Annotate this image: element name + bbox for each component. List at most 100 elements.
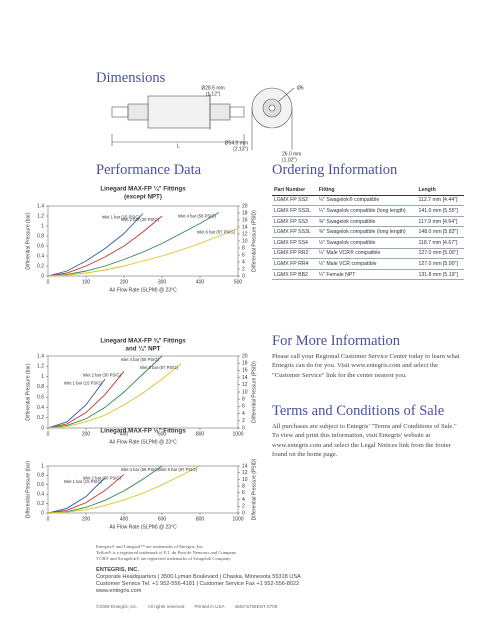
table-cell: 127.0 mm [5.00"] xyxy=(416,248,464,260)
company-line: www.entegris.com xyxy=(96,588,142,594)
x-tick-label: 500 xyxy=(234,279,243,285)
y2-tick-label: 6 xyxy=(242,404,245,410)
heading: Ordering Information xyxy=(272,162,398,178)
y2-axis-title: Differential Pressure (PSID) xyxy=(251,210,257,272)
table-cell: LGMX FP RR4 xyxy=(272,258,317,270)
table-cell: 127.0 mm [5.00"] xyxy=(416,258,464,270)
paragraph: Please call your Regional Customer Servi… xyxy=(272,353,460,379)
x-tick-label: 400 xyxy=(120,431,129,437)
x-tick-label: 100 xyxy=(82,279,91,285)
heading: Performance Data xyxy=(96,162,202,178)
footer-item: All rights reserved xyxy=(147,604,185,609)
y2-tick-label: 8 xyxy=(242,483,245,489)
x-axis-title: Air Flow Rate (SLPM) @ 23°C xyxy=(109,287,177,293)
y-tick-label: 0.8 xyxy=(37,473,44,479)
x-tick-label: 0 xyxy=(47,431,50,437)
series-line xyxy=(47,474,125,514)
footer-item: ©2009 Entegris, Inc. xyxy=(96,604,138,609)
x-tick-label: 600 xyxy=(158,516,167,522)
series-line xyxy=(47,215,163,277)
y-axis-title: Differential Pressure (bar) xyxy=(25,461,31,518)
x-tick-label: 400 xyxy=(196,279,205,285)
series-line xyxy=(47,213,144,277)
y2-tick-label: 6 xyxy=(242,252,245,258)
y2-tick-label: 16 xyxy=(242,217,248,223)
series-label: Inlet 1 bar (15 PSIG) xyxy=(64,479,103,484)
footer-item: Printed in USA xyxy=(194,604,225,609)
y-tick-label: 0.6 xyxy=(37,482,44,488)
x-tick-label: 200 xyxy=(120,279,129,285)
chart-subtitle: (except NPT) xyxy=(124,194,162,201)
y-tick-label: 1.4 xyxy=(37,353,44,359)
series-label: Inlet 6 bar (87 PSIG) xyxy=(140,365,179,370)
y-tick-label: 0.2 xyxy=(37,263,44,269)
y-tick-label: 1 xyxy=(41,374,44,380)
trademark-note: Teflon® is a registered trademark of E.I… xyxy=(96,550,238,555)
y-tick-label: 0.4 xyxy=(37,492,44,498)
company-line: Corporate Headquarters | 3500 Lyman Boul… xyxy=(96,574,301,580)
dimension-label: (2.13") xyxy=(233,146,248,152)
table-cell: LGMX FP SS2L xyxy=(272,205,317,217)
series-label: Inlet 6 bar (87 PSIG) xyxy=(197,230,236,235)
table-cell: LGMX FP RR2 xyxy=(272,248,317,260)
series-label: Inlet 4 bar (58 PSIG) xyxy=(121,467,160,472)
y2-tick-label: 2 xyxy=(242,504,245,510)
table-cell: ¼" Female NPT xyxy=(316,269,417,281)
column-header: Length xyxy=(416,185,464,196)
heading: Dimensions xyxy=(96,70,166,86)
table-row: LGMX FP RR2 ¼" Male VCR® compatible 127.0 … xyxy=(272,248,464,260)
company-line: Customer Service Tel. +1 952-556-4181 | … xyxy=(96,581,300,587)
y-tick-label: 0.2 xyxy=(37,501,44,507)
y2-tick-label: 8 xyxy=(242,397,245,403)
y2-tick-label: 10 xyxy=(242,477,248,483)
y2-tick-label: 2 xyxy=(242,266,245,272)
y2-tick-label: 0 xyxy=(242,425,245,431)
ordering-table: Part Number Fitting Length LGMX FP SS2 ¼" S… xyxy=(272,185,464,281)
y-tick-label: 0.2 xyxy=(37,415,44,421)
y2-tick-label: 4 xyxy=(242,497,245,503)
y2-tick-label: 14 xyxy=(242,224,248,230)
y2-tick-label: 14 xyxy=(242,463,248,469)
y2-tick-label: 12 xyxy=(242,470,248,476)
y2-tick-label: 2 xyxy=(242,418,245,424)
y-tick-label: 0.6 xyxy=(37,243,44,249)
table-cell: 118.7 mm [4.67"] xyxy=(416,237,464,249)
y2-tick-label: 10 xyxy=(242,389,248,395)
table-cell: ⅜" Swagelok compatible xyxy=(316,216,417,228)
dimension-label: 26.0 mm xyxy=(282,151,301,157)
series-line xyxy=(47,465,163,514)
x-axis-title: Air Flow Rate (SLPM) @ 23°C xyxy=(109,524,177,530)
series-line xyxy=(47,371,125,429)
y-tick-label: 0 xyxy=(41,273,44,279)
table-row: LGMX FP SS3 ⅜" Swagelok compatible 117.9 m… xyxy=(272,216,464,228)
dimension-label: (1.12") xyxy=(206,91,221,97)
table-cell: ⅜" Swagelok compatible (long length) xyxy=(316,226,417,238)
dimension-label: L xyxy=(177,143,180,149)
table-cell: 141.0 mm [5.55"] xyxy=(416,205,464,217)
table-cell: LGMX FP SS4 xyxy=(272,237,317,249)
x-tick-label: 1000 xyxy=(232,516,243,522)
plot-frame xyxy=(47,465,239,514)
y2-tick-label: 20 xyxy=(242,353,248,359)
y2-tick-label: 12 xyxy=(242,231,248,237)
x-tick-label: 800 xyxy=(196,431,205,437)
series-line xyxy=(47,477,106,514)
table-cell: ¼" Male VCR® compatible xyxy=(316,248,417,260)
table-row: LGMX FP BB2 ¼" Female NPT 131.8 mm [5.19"] xyxy=(272,269,464,281)
dimension-label: Ø54.0 mm xyxy=(225,140,248,146)
y2-tick-label: 18 xyxy=(242,210,248,216)
chart-title: Linegard MAX-FP ¼" Fittings xyxy=(100,186,186,193)
series-line xyxy=(47,212,220,277)
heading: Terms and Conditions of Sale xyxy=(272,403,445,419)
series-label: Inlet 6 bar (87 PSIG) xyxy=(159,467,198,472)
y2-tick-label: 16 xyxy=(242,368,248,374)
x-tick-label: 400 xyxy=(120,516,129,522)
y-tick-label: 1.4 xyxy=(37,203,44,209)
dimension-label: (1.02") xyxy=(282,157,297,163)
x-tick-label: 600 xyxy=(158,431,167,437)
y2-axis-title: Differential Pressure (PSID) xyxy=(251,361,257,423)
y-tick-label: 0 xyxy=(41,510,44,516)
table-cell: ¼" Swagelok® compatible xyxy=(316,195,417,207)
y-tick-label: 1.2 xyxy=(37,364,44,370)
